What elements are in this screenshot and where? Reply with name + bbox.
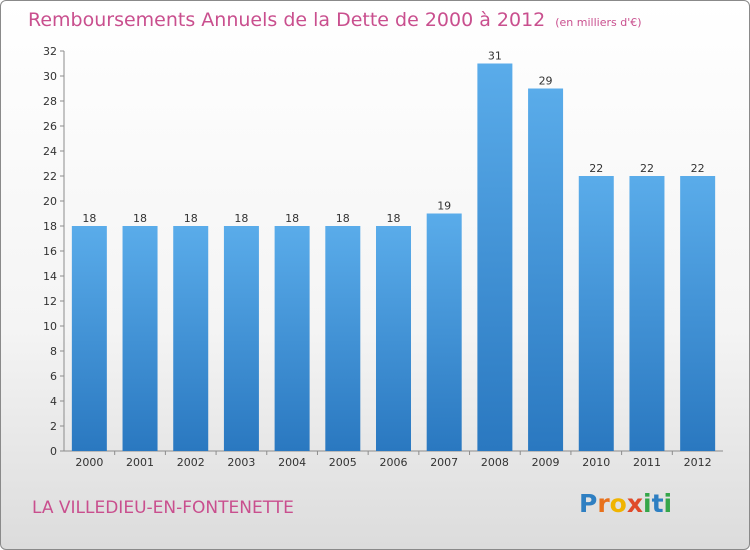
bar: [274, 226, 310, 451]
y-tick-label: 4: [50, 395, 57, 408]
value-label: 18: [285, 212, 299, 225]
value-label: 22: [691, 162, 705, 175]
y-tick-label: 14: [43, 270, 57, 283]
y-tick-label: 24: [43, 145, 57, 158]
value-label: 18: [336, 212, 350, 225]
y-tick-label: 2: [50, 420, 57, 433]
y-tick-label: 18: [43, 220, 57, 233]
logo-letter: t: [651, 489, 664, 518]
x-tick-label: 2001: [126, 456, 154, 469]
bar: [223, 226, 259, 451]
bar: [173, 226, 209, 451]
x-tick-label: 2007: [430, 456, 458, 469]
logo-letter: x: [626, 489, 643, 518]
x-tick-label: 2008: [481, 456, 509, 469]
logo-letter: o: [609, 489, 627, 518]
value-label: 18: [387, 212, 401, 225]
y-tick-label: 12: [43, 295, 57, 308]
bar: [122, 226, 158, 451]
y-tick-label: 28: [43, 95, 57, 108]
y-tick-label: 6: [50, 370, 57, 383]
logo-letter: i: [643, 489, 652, 518]
value-label: 18: [184, 212, 198, 225]
x-tick-label: 2009: [532, 456, 560, 469]
y-tick-label: 26: [43, 120, 57, 133]
value-label: 22: [640, 162, 654, 175]
bar: [376, 226, 411, 451]
logo-letter: i: [663, 489, 673, 518]
x-tick-label: 2006: [380, 456, 408, 469]
value-label: 22: [589, 162, 603, 175]
bar: [578, 176, 614, 451]
y-tick-label: 30: [43, 70, 57, 83]
x-tick-label: 2012: [684, 456, 712, 469]
bar: [629, 176, 665, 451]
y-tick-label: 32: [43, 45, 57, 58]
value-label: 29: [539, 75, 553, 88]
title-row: Remboursements Annuels de la Dette de 20…: [28, 9, 642, 31]
x-tick-label: 2010: [582, 456, 610, 469]
y-tick-label: 0: [50, 445, 57, 458]
value-label: 31: [488, 50, 502, 63]
y-tick-label: 10: [43, 320, 57, 333]
x-tick-label: 2004: [278, 456, 306, 469]
x-tick-label: 2005: [329, 456, 357, 469]
value-label: 18: [133, 212, 147, 225]
x-tick-label: 2000: [75, 456, 103, 469]
value-label: 19: [437, 200, 451, 213]
place-name: LA VILLEDIEU-EN-FONTENETTE: [32, 498, 294, 518]
x-tick-label: 2003: [227, 456, 255, 469]
chart-title: Remboursements Annuels de la Dette de 20…: [28, 9, 546, 31]
y-tick-label: 8: [50, 345, 57, 358]
x-tick-label: 2011: [633, 456, 661, 469]
proxiti-logo[interactable]: Proxiti: [579, 489, 672, 518]
bar: [528, 88, 564, 451]
bars: 18 18 18 18 18 18 18 19 31 29 22 22 22: [71, 50, 716, 451]
y-tick-label: 20: [43, 195, 57, 208]
logo-letter: r: [597, 489, 610, 518]
value-label: 18: [234, 212, 248, 225]
chart-unit: (en milliers d'€): [555, 16, 642, 29]
bar: [71, 226, 107, 451]
y-tick-label: 16: [43, 245, 57, 258]
x-tick-label: 2002: [177, 456, 205, 469]
bar: [426, 213, 462, 451]
bar: [325, 226, 361, 451]
y-tick-label: 22: [43, 170, 57, 183]
bar: [477, 63, 513, 451]
value-label: 18: [82, 212, 96, 225]
bar: [680, 176, 716, 451]
logo-letter: P: [579, 489, 598, 518]
